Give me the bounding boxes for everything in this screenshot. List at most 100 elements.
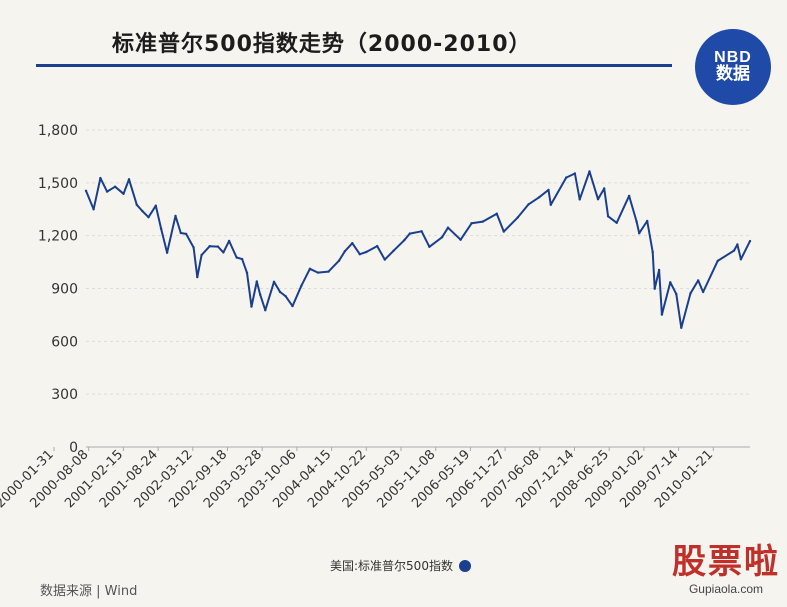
data-point — [127, 178, 131, 181]
data-point — [606, 215, 610, 218]
data-point — [470, 222, 473, 225]
data-point — [291, 304, 294, 308]
data-point — [245, 271, 249, 274]
data-point — [615, 221, 618, 224]
data-point — [732, 249, 736, 252]
data-point — [351, 242, 354, 245]
data-point — [184, 232, 188, 236]
data-point — [327, 270, 330, 273]
y-tick-label: 1,200 — [38, 229, 78, 245]
legend: 美国:标准普尔500指数 — [330, 557, 471, 574]
y-tick-label: 900 — [51, 282, 78, 298]
logo-line-1: NBD — [714, 48, 752, 66]
data-point — [284, 295, 287, 298]
data-point — [736, 243, 739, 246]
data-point — [165, 251, 169, 254]
data-point — [383, 258, 386, 261]
data-point — [596, 198, 600, 201]
data-point — [675, 292, 678, 296]
data-point — [92, 208, 95, 211]
data-point — [537, 196, 541, 199]
data-point — [549, 203, 552, 206]
data-point — [660, 313, 664, 316]
legend-marker — [458, 559, 471, 572]
data-point — [200, 253, 203, 257]
data-point — [365, 250, 368, 254]
data-point — [343, 250, 347, 253]
data-point — [147, 216, 150, 219]
chart-title: 标准普尔500指数走势（2000-2010） — [112, 32, 532, 57]
data-point — [680, 326, 683, 329]
data-point — [122, 192, 125, 195]
data-point — [337, 259, 341, 262]
data-point — [716, 259, 719, 263]
data-point — [588, 170, 591, 173]
data-point — [651, 250, 654, 254]
title-underline — [36, 64, 672, 67]
data-point — [603, 187, 606, 190]
data-point — [113, 185, 117, 188]
data-point — [459, 238, 462, 241]
data-point — [358, 253, 361, 256]
data-point — [259, 293, 262, 296]
data-point — [250, 305, 253, 308]
data-point — [739, 258, 743, 261]
data-point — [264, 309, 267, 312]
data-point — [689, 292, 692, 295]
watermark-logo-title: 股票啦 — [672, 542, 780, 582]
data-point — [179, 231, 182, 235]
data-point — [154, 204, 157, 207]
data-point — [272, 280, 276, 283]
y-tick-label: 300 — [51, 387, 78, 403]
data-point — [516, 216, 519, 219]
data-point — [316, 271, 320, 274]
logo-line-2: 数据 — [716, 64, 750, 85]
data-point — [565, 176, 568, 179]
data-point — [408, 232, 411, 235]
data-point — [635, 220, 638, 223]
y-tick-label: 1,800 — [38, 123, 78, 139]
data-point — [573, 172, 577, 175]
data-point — [278, 290, 282, 294]
data-point — [308, 267, 312, 270]
data-point — [446, 226, 450, 229]
series-line-sp500 — [85, 170, 751, 329]
data-point — [627, 194, 631, 198]
data-point — [748, 239, 752, 243]
data-point — [495, 212, 498, 215]
data-point — [222, 251, 225, 254]
data-point — [196, 275, 199, 279]
watermark-logo: 股票啦 Gupiaola.com — [668, 542, 784, 596]
data-point — [159, 227, 163, 230]
data-point — [638, 232, 641, 235]
data-point — [502, 230, 505, 233]
data-point — [440, 236, 444, 239]
data-point — [227, 239, 231, 243]
data-point — [135, 203, 138, 206]
data-point — [403, 239, 406, 242]
data-point — [240, 257, 244, 261]
data-point — [208, 245, 211, 248]
data-point — [174, 214, 177, 218]
data-point — [428, 245, 431, 248]
source-note: 数据来源 | Wind — [40, 584, 138, 599]
data-point — [481, 220, 484, 223]
data-point — [669, 281, 672, 284]
data-point — [420, 230, 423, 233]
y-tick-label: 1,500 — [38, 176, 78, 192]
y-tick-label: 0 — [69, 440, 78, 456]
data-point — [300, 284, 303, 287]
data-point — [697, 279, 700, 282]
data-point — [105, 190, 109, 193]
data-point — [216, 245, 220, 248]
data-point — [701, 290, 705, 294]
nbd-data-logo: NBD 数据 — [695, 29, 771, 105]
data-point — [84, 189, 88, 192]
data-point — [657, 268, 661, 272]
data-point — [376, 244, 379, 248]
data-point — [99, 176, 102, 180]
data-point — [547, 188, 550, 192]
y-tick-label: 600 — [51, 334, 78, 350]
data-point — [527, 203, 530, 206]
